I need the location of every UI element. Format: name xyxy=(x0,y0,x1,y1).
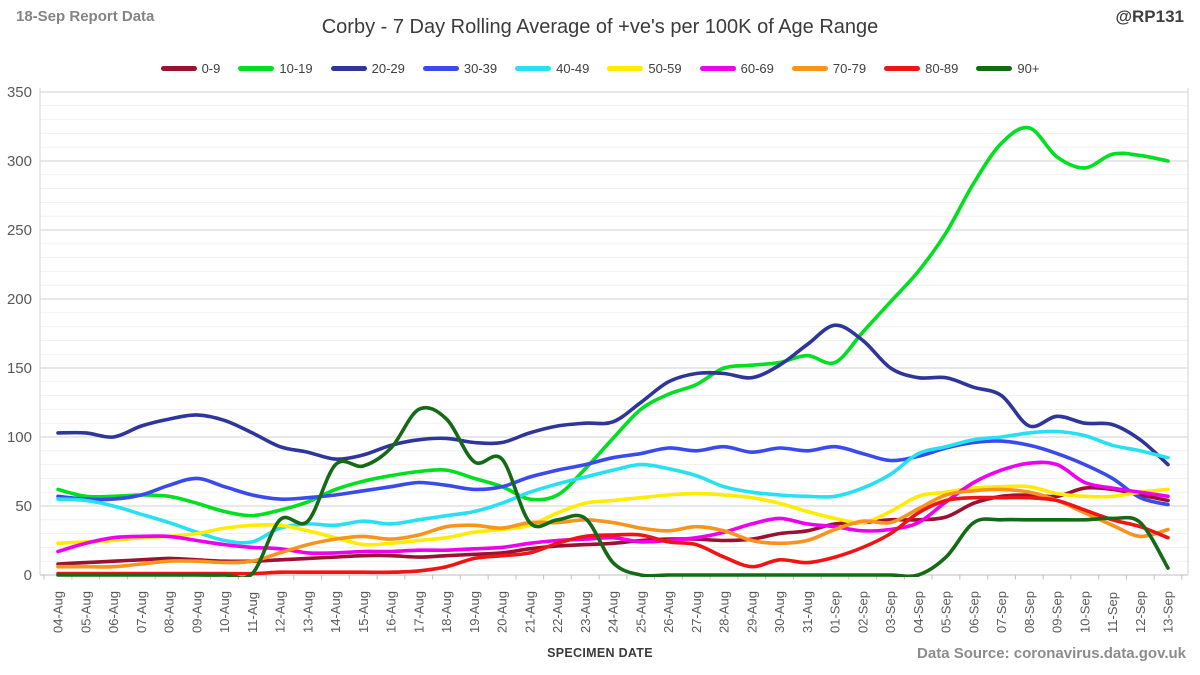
y-axis-labels: 0 50 100 150 200 250 300 350 xyxy=(7,84,32,584)
x-tick-label: 22-Aug xyxy=(550,591,565,633)
author-handle: @RP131 xyxy=(1115,7,1184,26)
chart-legend: 0-9 10-19 20-29 30-39 40-49 50-59 60-69 70-79 80… xyxy=(0,61,1200,76)
legend-label: 0-9 xyxy=(201,61,221,76)
legend-item-80-89: 80-89 xyxy=(884,61,958,76)
x-axis-title: SPECIMEN DATE xyxy=(547,646,653,660)
legend-label: 40-49 xyxy=(556,61,590,76)
legend-swatch-90+ xyxy=(976,66,1013,71)
x-tick-label: 31-Aug xyxy=(800,591,815,633)
x-tick-label: 15-Aug xyxy=(356,591,371,633)
legend-item-70-79: 70-79 xyxy=(791,61,867,76)
x-tick-label: 26-Aug xyxy=(661,591,676,633)
y-tick-label: 250 xyxy=(7,222,32,239)
x-tick-label: 05-Aug xyxy=(78,591,93,633)
legend-label: 10-19 xyxy=(279,61,313,76)
legend-swatch-30-39 xyxy=(422,66,459,71)
legend-label: 20-29 xyxy=(371,61,405,76)
series-line-50-59 xyxy=(56,484,1170,547)
x-tick-label: 16-Aug xyxy=(384,591,399,633)
series-line-60-69 xyxy=(56,460,1170,556)
series-line-20-29 xyxy=(56,323,1170,467)
x-tick-label: 20-Aug xyxy=(495,591,510,633)
legend-label: 30-39 xyxy=(463,61,498,76)
x-tick-label: 13-Sep xyxy=(1161,591,1176,633)
x-tick-label: 08-Aug xyxy=(162,591,177,633)
legend-item-40-49: 40-49 xyxy=(515,61,589,76)
series-line-30-39 xyxy=(56,439,1170,507)
legend-label: 80-89 xyxy=(925,61,959,76)
data-source-label: Data Source: coronavirus.data.gov.uk xyxy=(917,645,1186,662)
x-tick-label: 24-Aug xyxy=(606,591,621,633)
y-tick-label: 100 xyxy=(7,429,32,446)
x-tick-label: 18-Aug xyxy=(439,591,454,633)
legend-item-10-19: 10-19 xyxy=(238,61,313,76)
series-lines xyxy=(56,125,1170,577)
x-tick-label: 03-Sep xyxy=(883,591,898,633)
x-tick-label: 12-Aug xyxy=(273,591,288,633)
y-tick-label: 300 xyxy=(7,153,32,170)
legend-item-30-39: 30-39 xyxy=(422,61,498,76)
series-line-40-49 xyxy=(56,429,1170,545)
legend-swatch-0-9 xyxy=(160,66,197,71)
x-tick-label: 10-Aug xyxy=(217,591,232,633)
legend-item-20-29: 20-29 xyxy=(330,61,405,76)
y-tick-label: 200 xyxy=(7,291,32,308)
x-tick-label: 14-Aug xyxy=(328,591,343,633)
legend-swatch-80-89 xyxy=(884,66,921,71)
x-tick-label: 07-Aug xyxy=(134,591,149,633)
legend-item-60-69: 60-69 xyxy=(699,61,774,76)
x-tick-label: 21-Aug xyxy=(522,591,537,633)
x-tick-label: 10-Sep xyxy=(1077,591,1092,633)
legend-item-50-59: 50-59 xyxy=(607,61,682,76)
y-tick-label: 350 xyxy=(7,84,32,101)
legend-swatch-50-59 xyxy=(607,66,644,71)
legend-swatch-60-69 xyxy=(699,66,736,71)
series-line-80-89 xyxy=(56,495,1170,576)
x-tick-label: 29-Aug xyxy=(744,591,759,633)
x-tick-label: 08-Sep xyxy=(1022,591,1037,633)
legend-item-0-9: 0-9 xyxy=(160,61,221,76)
series-line-10-19 xyxy=(56,125,1170,518)
x-tick-label: 11-Aug xyxy=(245,592,260,633)
legend-item-90+: 90+ xyxy=(976,61,1039,76)
x-tick-label: 25-Aug xyxy=(633,591,648,633)
legend-swatch-40-49 xyxy=(515,66,552,71)
x-tick-label: 04-Aug xyxy=(51,591,66,633)
x-tick-label: 07-Sep xyxy=(994,591,1009,633)
x-tick-label: 12-Sep xyxy=(1133,591,1148,633)
x-tick-label: 23-Aug xyxy=(578,591,593,633)
chart-title: Corby - 7 Day Rolling Average of +ve's p… xyxy=(321,16,879,38)
x-tick-label: 09-Sep xyxy=(1050,591,1065,633)
x-tick-label: 28-Aug xyxy=(717,591,732,633)
x-tick-label: 19-Aug xyxy=(467,591,482,633)
x-tick-label: 17-Aug xyxy=(411,591,426,633)
x-tick-label: 11-Sep xyxy=(1105,592,1120,633)
legend-label: 70-79 xyxy=(832,61,867,76)
legend-label: 60-69 xyxy=(740,61,774,76)
x-tick-label: 30-Aug xyxy=(772,591,787,633)
x-tick-label: 09-Aug xyxy=(189,591,204,633)
x-tick-label: 02-Sep xyxy=(855,591,870,633)
legend-swatch-20-29 xyxy=(330,66,367,71)
x-tick-label: 05-Sep xyxy=(939,591,954,633)
y-tick-label: 0 xyxy=(24,567,32,584)
legend-swatch-10-19 xyxy=(238,66,275,71)
report-date-label: 18-Sep Report Data xyxy=(16,8,155,25)
x-tick-label: 04-Sep xyxy=(911,591,926,633)
series-line-70-79 xyxy=(56,487,1170,569)
x-tick-label: 27-Aug xyxy=(689,591,704,633)
x-axis-labels: 04-Aug 05-Aug 06-Aug 07-Aug 08-Aug 09-Aug 10-A… xyxy=(51,591,1176,633)
series-line-90+ xyxy=(56,405,1170,577)
legend-swatch-70-79 xyxy=(791,66,828,71)
x-tick-label: 13-Aug xyxy=(300,591,315,633)
legend-label: 90+ xyxy=(1017,61,1040,76)
x-tick-label: 06-Aug xyxy=(106,591,121,633)
legend-label: 50-59 xyxy=(648,61,682,76)
y-tick-label: 50 xyxy=(15,498,32,515)
x-tick-label: 01-Sep xyxy=(828,591,843,633)
y-tick-label: 150 xyxy=(7,360,32,377)
x-tick-label: 06-Sep xyxy=(966,591,981,633)
